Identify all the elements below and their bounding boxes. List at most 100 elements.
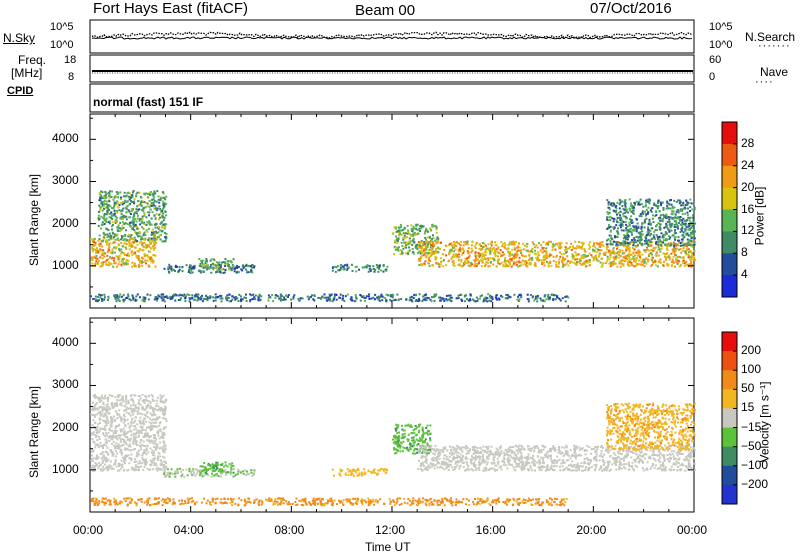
data-point: [155, 222, 158, 225]
data-point: [467, 299, 470, 302]
data-point: [128, 233, 131, 236]
data-point: [250, 269, 253, 272]
data-point: [94, 446, 97, 449]
data-point: [103, 236, 105, 239]
data-point: [400, 233, 403, 236]
data-point: [126, 192, 129, 195]
data-point: [104, 194, 107, 196]
data-point: [99, 256, 102, 259]
data-point: [118, 296, 121, 299]
data-point: [512, 260, 515, 263]
data-point: [108, 200, 111, 203]
data-point: [666, 227, 669, 230]
data-point: [410, 224, 413, 227]
data-point: [647, 255, 650, 258]
data-point: [155, 438, 158, 441]
data-point: [684, 250, 687, 253]
data-point: [470, 247, 473, 250]
data-point: [517, 300, 520, 302]
data-point: [435, 293, 438, 296]
data-point: [462, 248, 465, 251]
data-point: [497, 252, 500, 254]
data-point: [119, 450, 122, 453]
data-point: [547, 242, 550, 245]
data-point: [141, 238, 144, 241]
data-point: [500, 261, 503, 264]
data-point: [455, 254, 458, 257]
data-point: [147, 239, 150, 242]
data-point: [136, 240, 139, 243]
data-point: [102, 433, 105, 436]
data-point: [545, 247, 548, 250]
data-point: [475, 296, 478, 299]
data-point: [124, 241, 127, 244]
data-point: [206, 472, 209, 475]
data-point: [147, 403, 150, 406]
data-point: [106, 192, 109, 195]
data-point: [585, 259, 588, 262]
data-point: [210, 266, 213, 269]
data-point: [633, 201, 636, 204]
data-point: [677, 211, 680, 214]
data-point: [366, 264, 369, 267]
data-point: [190, 470, 193, 473]
data-point: [107, 408, 110, 411]
data-point: [111, 418, 114, 421]
data-point: [98, 437, 101, 440]
data-point: [163, 300, 166, 303]
data-point: [478, 247, 481, 250]
data-point: [611, 217, 614, 220]
data-point: [149, 429, 152, 432]
data-point: [433, 293, 436, 296]
data-point: [563, 252, 566, 255]
data-point: [106, 299, 109, 301]
data-point: [435, 241, 438, 244]
data-point: [156, 231, 158, 234]
data-point: [685, 263, 688, 266]
data-point: [164, 412, 166, 414]
data-point: [537, 254, 540, 257]
data-point: [170, 468, 173, 471]
data-point: [377, 295, 380, 298]
data-point: [113, 463, 116, 466]
data-point: [245, 470, 248, 473]
data-point: [636, 222, 639, 225]
data-point: [115, 430, 118, 433]
data-point: [395, 246, 397, 249]
data-point: [113, 251, 116, 254]
data-point: [688, 239, 691, 241]
data-point: [154, 238, 157, 241]
data-point: [608, 211, 611, 214]
data-point: [222, 268, 225, 271]
data-point: [674, 236, 677, 239]
data-point: [430, 244, 433, 246]
data-point: [126, 436, 129, 438]
data-point: [412, 252, 415, 255]
data-point: [678, 248, 681, 251]
data-point: [561, 262, 564, 264]
data-point: [160, 461, 163, 464]
data-point: [161, 431, 164, 434]
data-point: [107, 419, 110, 422]
data-point: [378, 297, 381, 300]
data-point: [111, 454, 114, 457]
data-point: [153, 425, 156, 428]
data-point: [150, 217, 153, 220]
data-point: [163, 224, 166, 226]
data-point: [424, 236, 427, 239]
data-point: [240, 268, 243, 271]
data-point: [213, 258, 215, 261]
data-point: [613, 256, 616, 259]
data-point: [466, 261, 469, 264]
data-point: [128, 412, 131, 415]
data-point: [153, 445, 155, 448]
data-point: [124, 400, 127, 403]
data-point: [525, 260, 528, 263]
data-point: [96, 425, 99, 428]
data-point: [101, 298, 103, 301]
data-point: [116, 200, 119, 203]
data-point: [139, 445, 142, 448]
data-point: [165, 461, 167, 464]
data-point: [129, 192, 131, 195]
data-point: [124, 200, 127, 203]
